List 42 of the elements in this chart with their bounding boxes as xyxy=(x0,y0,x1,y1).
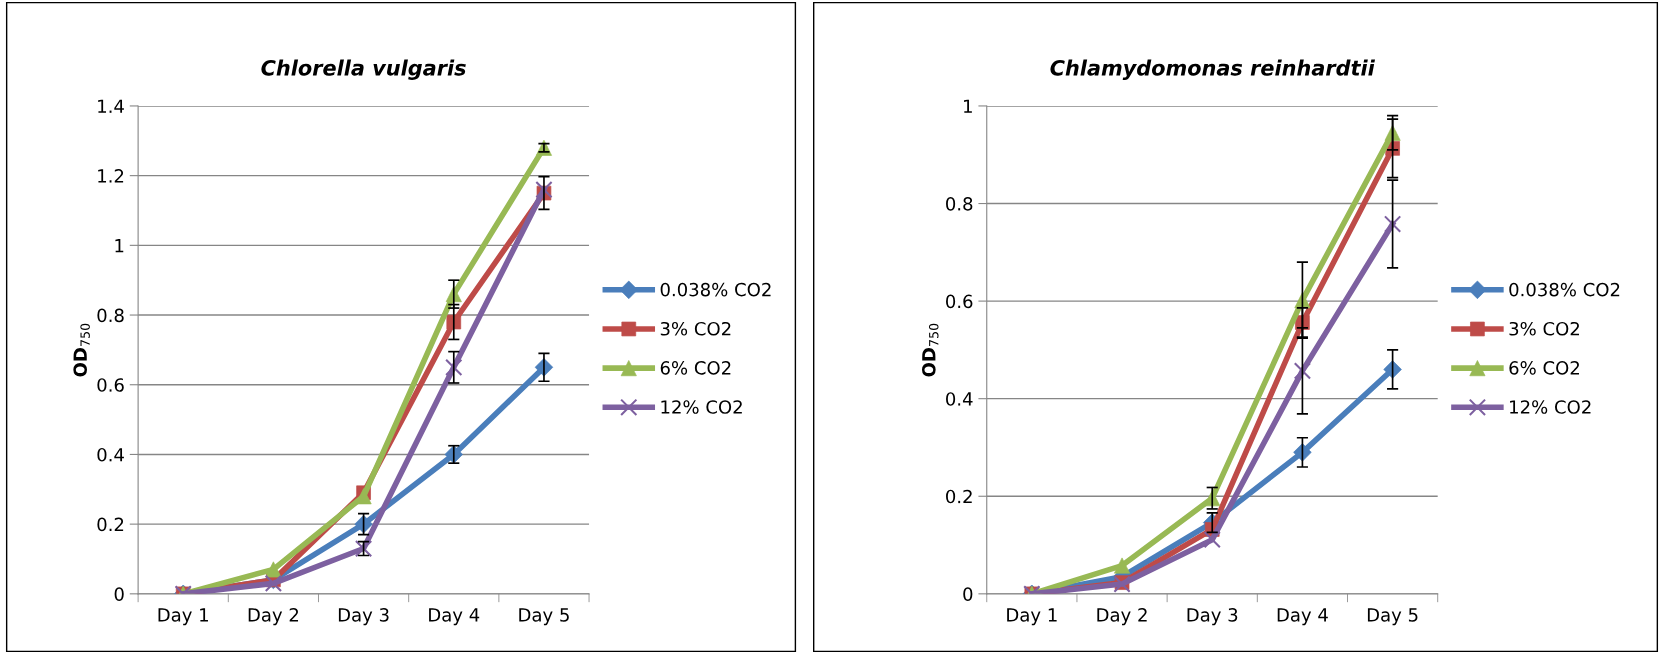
legend-label: 6% CO2 xyxy=(660,361,731,375)
point xyxy=(1293,362,1312,380)
y-axis-title: OD$_{750}$ xyxy=(921,323,939,377)
point xyxy=(264,574,283,593)
y-tick-label: 1.4 xyxy=(98,99,124,113)
chart-title: Chlorella vulgaris xyxy=(261,59,466,80)
y-tick-label: 0 xyxy=(963,587,973,601)
y-tick-label: 0.2 xyxy=(97,517,124,532)
legend-label: 12% CO2 xyxy=(1510,400,1591,414)
x-tick-label: Day 5 xyxy=(519,608,569,626)
legend-label: 3% CO2 xyxy=(660,321,731,336)
y-tick-label: 1.2 xyxy=(98,169,124,183)
x-tick-label: Day 4 xyxy=(1277,608,1328,626)
legend-label: 0.038% CO2 xyxy=(660,282,771,297)
legend-label: 0.038% CO2 xyxy=(1509,282,1620,297)
x-tick-label: Day 1 xyxy=(158,608,208,626)
legend-label: 6% CO2 xyxy=(1509,361,1579,375)
y-tick-label: 0.8 xyxy=(97,308,124,323)
point xyxy=(535,180,553,199)
y-axis-title: OD$_{750}$ xyxy=(73,323,90,377)
y-tick-label: 0 xyxy=(114,587,124,601)
y-tick-label: 0.4 xyxy=(97,447,124,462)
y-tick-label: 0.4 xyxy=(946,392,973,406)
y-tick-label: 1 xyxy=(115,239,124,253)
x-tick-label: Day 3 xyxy=(1187,608,1238,626)
x-tick-label: Day 1 xyxy=(1007,608,1057,626)
x-tick-label: Day 4 xyxy=(429,608,480,626)
y-tick-label: 1 xyxy=(964,99,972,113)
y-tick-label: 0.6 xyxy=(97,378,124,392)
y-tick-label: 0.2 xyxy=(946,489,972,504)
x-tick-label: Day 2 xyxy=(1097,608,1147,626)
point xyxy=(1203,531,1221,549)
legend-label: 3% CO2 xyxy=(1509,321,1579,336)
legend-label: 12% CO2 xyxy=(661,400,742,414)
x-tick-label: Day 5 xyxy=(1367,608,1418,626)
chart-title: Chlamydomonas reinhardtii xyxy=(1050,59,1376,80)
x-tick-label: Day 2 xyxy=(248,608,299,626)
x-tick-label: Day 3 xyxy=(338,608,389,626)
y-tick-label: 0.6 xyxy=(946,294,973,309)
point xyxy=(445,358,463,376)
y-tick-label: 0.8 xyxy=(946,196,973,211)
point xyxy=(1383,215,1402,233)
